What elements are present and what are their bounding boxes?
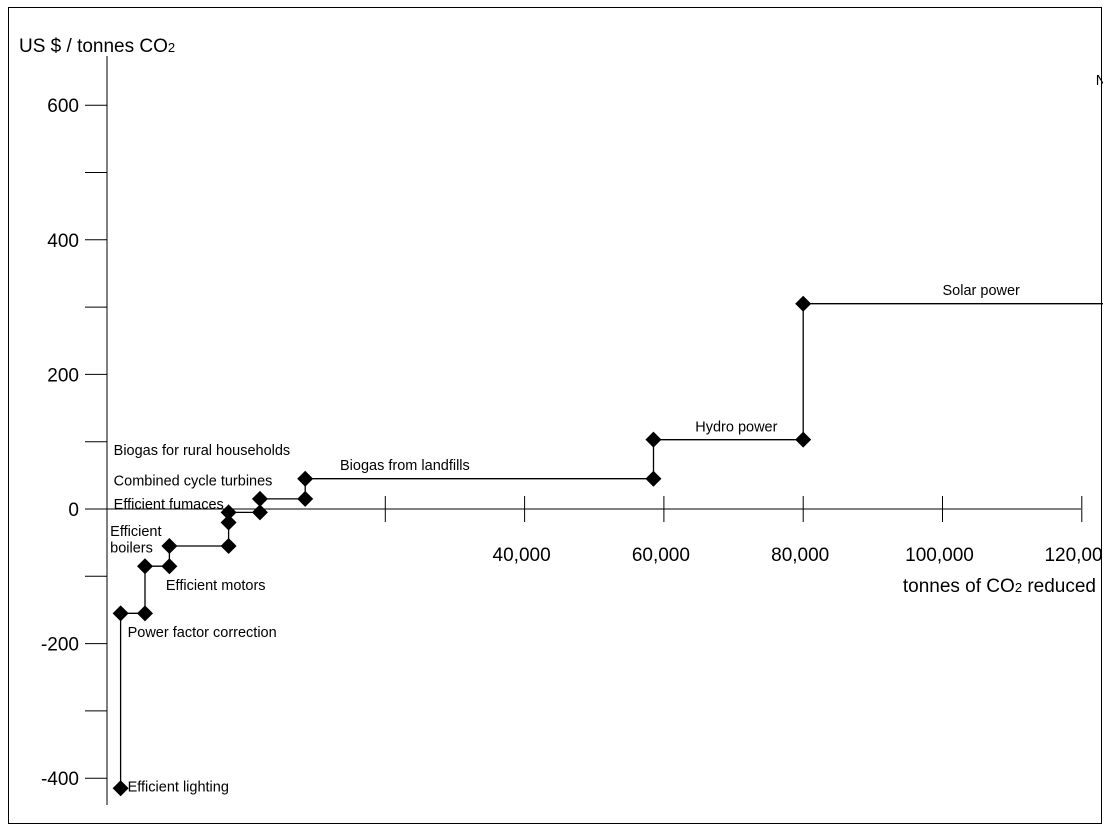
data-point-marker	[112, 780, 129, 797]
data-point-marker	[220, 504, 237, 521]
data-point-marker	[220, 538, 237, 555]
data-point-marker	[645, 470, 662, 487]
x-tick-label: 100,000	[905, 545, 974, 566]
y-tick-label: -400	[41, 769, 79, 790]
cost-curve-chart: -400 -200 0 200 400 600 40,000 60,000 80,000 100,…	[19, 36, 1103, 805]
x-tick-label: 60,000	[632, 545, 690, 566]
y-tick-label: 600	[47, 96, 79, 117]
measure-label: Efficient fumaces	[114, 497, 224, 513]
measure-label: Power factor correction	[128, 625, 277, 641]
measure-label: Efficient motors	[166, 578, 266, 594]
y-tick-label: -200	[41, 635, 79, 656]
y-tick-label: 400	[47, 231, 79, 252]
measure-label: Solar power	[943, 283, 1021, 299]
measure-label: Biogas for rural households	[114, 443, 291, 459]
data-point-marker	[112, 605, 129, 622]
measure-label: Natural gas turbines	[1096, 73, 1103, 89]
data-point-marker	[161, 558, 178, 575]
data-point-marker	[795, 431, 812, 448]
y-axis-title: US $ / tonnes CO2	[19, 36, 175, 57]
x-tick-label: 120,000	[1044, 545, 1103, 566]
measure-label: Hydro power	[695, 420, 777, 436]
chart-frame: -400 -200 0 200 400 600 40,000 60,000 80,000 100,…	[8, 7, 1103, 824]
measure-label: Efficient	[110, 524, 161, 540]
y-tick-label: 0	[68, 500, 79, 521]
data-point-marker	[137, 558, 154, 575]
data-point-marker	[251, 504, 268, 521]
x-axis-title: tonnes of CO2 reduced	[903, 576, 1096, 597]
x-tick-label: 80,000	[771, 545, 829, 566]
data-point-marker	[161, 538, 178, 555]
measure-label: Combined cycle turbines	[114, 473, 273, 489]
x-tick-label: 40,000	[493, 545, 551, 566]
data-point-marker	[795, 295, 812, 312]
data-point-marker	[645, 431, 662, 448]
data-point-marker	[297, 490, 314, 507]
y-tick-label: 200	[47, 365, 79, 386]
data-point-marker	[220, 514, 237, 531]
measure-label: Efficient lighting	[128, 780, 229, 796]
measure-label: Biogas from landfills	[340, 458, 470, 474]
data-point-marker	[251, 490, 268, 507]
data-point-marker	[297, 470, 314, 487]
measure-label: boilers	[110, 541, 153, 557]
data-point-marker	[137, 605, 154, 622]
